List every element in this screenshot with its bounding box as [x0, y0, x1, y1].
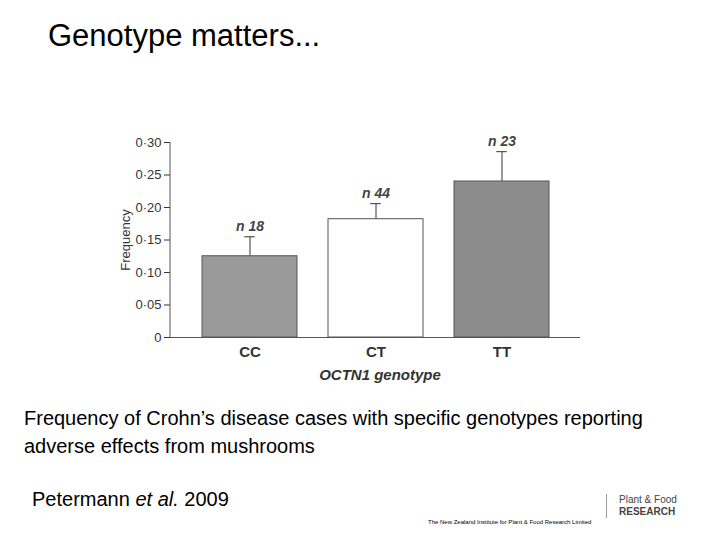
svg-text:0·25: 0·25	[135, 167, 161, 182]
svg-text:TT: TT	[493, 343, 511, 360]
html-text:RESEARCH: RESEARCH	[619, 506, 676, 517]
svg-text:0·05: 0·05	[135, 297, 161, 312]
svg-text:n 18: n 18	[236, 218, 264, 234]
svg-text:0·30: 0·30	[135, 135, 161, 150]
svg-text:0·15: 0·15	[135, 232, 161, 247]
html-text:OCTN1 genotype: OCTN1 genotype	[319, 366, 441, 383]
svg-text:CT: CT	[366, 343, 386, 360]
svg-text:Frequency: Frequency	[118, 209, 133, 271]
html-text:Petermann et al. 2009: Petermann et al. 2009	[32, 488, 229, 510]
svg-text:n 23: n 23	[488, 133, 516, 149]
svg-text:0·20: 0·20	[135, 200, 161, 215]
html-text:Plant & Food: Plant & Food	[619, 494, 677, 505]
svg-text:n 44: n 44	[362, 185, 390, 201]
html-text:Genotype matters...: Genotype matters...	[48, 18, 321, 53]
html-text:Frequency of Crohn’s disease c: Frequency of Crohn’s disease cases with …	[24, 407, 643, 457]
svg-text:CC: CC	[239, 343, 261, 360]
html-text:The New Zealand Institute for: The New Zealand Institute for Plant & Fo…	[428, 519, 592, 525]
svg-text:0: 0	[154, 330, 161, 345]
svg-text:0·10: 0·10	[135, 265, 161, 280]
